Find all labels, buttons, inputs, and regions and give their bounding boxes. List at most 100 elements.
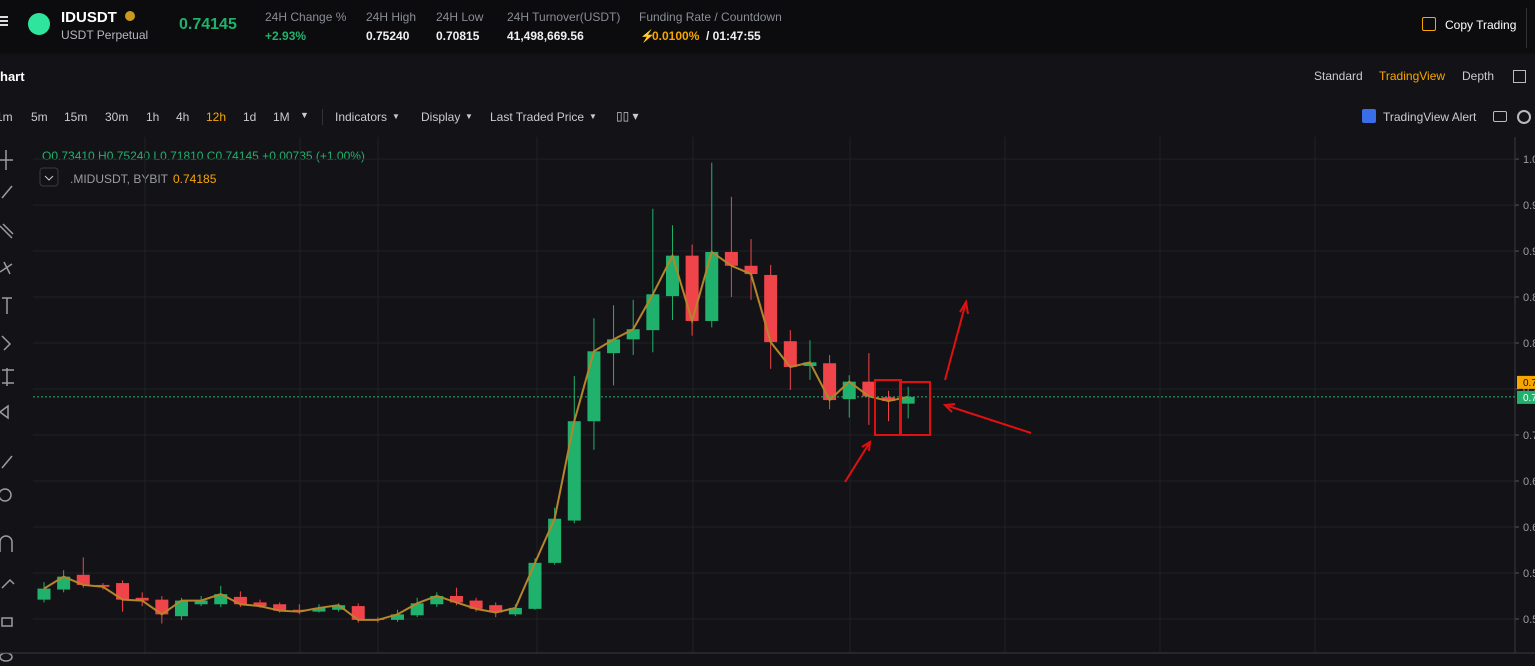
panel-title: hart <box>0 69 25 84</box>
candle-body <box>116 583 130 600</box>
chart-type[interactable]: ▯▯ ▾ <box>616 109 639 123</box>
candle-body <box>685 255 699 321</box>
interval[interactable]: 30m <box>105 110 129 124</box>
last-price-tag-label: 0.74145 <box>1523 393 1535 404</box>
interval[interactable]: 1M <box>273 110 290 124</box>
y-tick-label: 0.6 <box>1523 522 1535 534</box>
candle-body <box>882 397 896 401</box>
candle-body <box>155 599 169 615</box>
plot: 0.50.550.60.650.70.750.80.850.90.951.000… <box>0 137 1535 654</box>
candle-body <box>607 339 621 354</box>
candle-body <box>410 603 424 616</box>
y-tick-label: 0.9 <box>1523 246 1535 258</box>
stat-value: 41,498,669.56 <box>507 29 584 43</box>
index-name: .MIDUSDT, BYBIT <box>70 172 169 186</box>
funding-rate: 0.0100% <box>652 29 700 43</box>
stat-label: 24H Change % <box>265 10 347 24</box>
interval[interactable]: 5m <box>31 110 48 124</box>
candle-body <box>901 396 915 404</box>
candle-body <box>351 606 365 620</box>
menu-icon[interactable] <box>0 16 8 18</box>
candle-body <box>273 604 287 611</box>
candle-body <box>469 600 483 609</box>
view-tab[interactable]: TradingView <box>1379 69 1446 83</box>
stat-value: 0.75240 <box>366 29 410 43</box>
candle-body <box>508 607 522 615</box>
caret: ▼ <box>465 112 473 121</box>
menu[interactable]: Display <box>421 110 461 124</box>
candle-body <box>76 574 90 585</box>
interval[interactable]: 1m <box>0 110 13 124</box>
interval[interactable]: 15m <box>64 110 88 124</box>
divider <box>1526 8 1527 48</box>
candle-body <box>449 595 463 603</box>
bolt: ⚡ <box>640 29 655 43</box>
menu[interactable]: Indicators <box>335 110 388 124</box>
drawing-tools[interactable] <box>0 150 15 662</box>
y-tick-label: 0.8 <box>1523 338 1535 350</box>
alert-button[interactable]: TradingView Alert <box>1383 110 1477 124</box>
view-tab[interactable]: Standard <box>1314 69 1363 83</box>
y-tick-label: 1.00 <box>1523 154 1535 166</box>
candle-body <box>646 294 660 331</box>
symbol[interactable]: IDUSDT <box>61 9 117 26</box>
copy-trading[interactable]: Copy Trading <box>1445 18 1517 32</box>
stat-label: 24H Low <box>436 10 484 24</box>
caret: ▼ <box>392 112 400 121</box>
y-tick-label: 0.55 <box>1523 568 1535 580</box>
caret: ▼ <box>300 110 309 120</box>
y-tick-label: 0.65 <box>1523 476 1535 488</box>
last-price: 0.74145 <box>179 16 237 33</box>
coin-icon <box>28 13 50 35</box>
candle-body <box>174 600 188 617</box>
candle-body <box>233 596 247 605</box>
caret: ▼ <box>589 112 597 121</box>
candle-body <box>528 562 542 609</box>
index-price: 0.74185 <box>173 172 217 186</box>
stat-value: 0.70815 <box>436 29 480 43</box>
candle-body <box>764 274 778 343</box>
annotations <box>844 299 1032 483</box>
copy-icon <box>1422 17 1436 31</box>
y-tick-label: 0.85 <box>1523 292 1535 304</box>
candle-body <box>587 351 601 422</box>
candle-body <box>430 595 444 605</box>
settings-icon[interactable] <box>1517 110 1531 124</box>
candle-body <box>548 518 562 563</box>
candle-body <box>823 363 837 401</box>
candle-body <box>332 605 346 610</box>
candle-body <box>194 600 208 605</box>
candle-body <box>489 605 503 613</box>
view-tab[interactable]: Depth <box>1462 69 1495 83</box>
candle-body <box>567 421 581 521</box>
candle-body <box>135 597 149 601</box>
close-line <box>43 250 909 621</box>
candle-body <box>312 607 326 612</box>
y-tick-label: 0.7 <box>1523 430 1535 442</box>
candle-body <box>665 255 679 297</box>
alert-icon <box>1362 109 1376 123</box>
layout-icon[interactable] <box>1513 70 1526 83</box>
funding-label: Funding Rate / Countdown <box>639 10 782 24</box>
interval[interactable]: 12h <box>206 110 227 124</box>
interval[interactable]: 4h <box>176 110 190 124</box>
menu[interactable]: Last Traded Price <box>490 110 585 124</box>
collapse-button[interactable] <box>39 167 59 187</box>
camera-icon[interactable] <box>1493 111 1507 122</box>
interval[interactable]: 1h <box>146 110 160 124</box>
interval[interactable]: 1d <box>243 110 257 124</box>
y-tick-label: 0.95 <box>1523 200 1535 212</box>
countdown: / 01:47:55 <box>706 29 761 43</box>
stat-label: 24H High <box>366 10 417 24</box>
info-icon[interactable] <box>125 11 135 21</box>
candle-body <box>744 265 758 275</box>
candle-body <box>626 329 640 340</box>
candle-body <box>253 602 267 607</box>
candle-body <box>57 576 71 590</box>
panel: hart Standard TradingView Depth 1m 5m 15m 30m… <box>0 55 1535 666</box>
chevron <box>44 175 54 181</box>
ohlc-legend: O0.73410 H0.75240 L0.71810 C0.74145 +0.0… <box>42 149 365 163</box>
candle-body <box>705 251 719 321</box>
